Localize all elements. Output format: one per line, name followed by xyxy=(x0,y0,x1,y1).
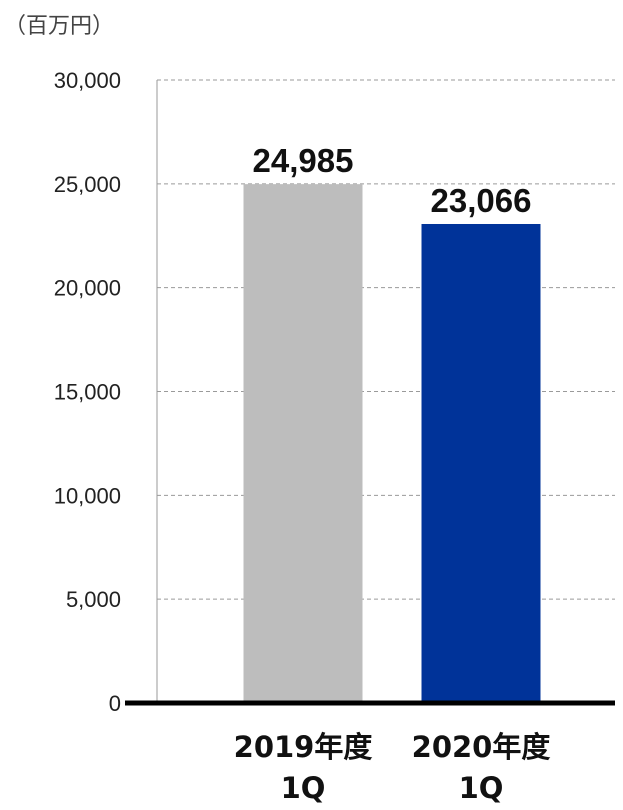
x-tick-label: 1Q xyxy=(281,771,326,805)
value-labels: 24,985 23,066 xyxy=(253,142,532,219)
bars xyxy=(243,184,541,703)
unit-label: （百万円） xyxy=(4,14,115,39)
x-tick-label: 1Q xyxy=(459,771,504,805)
y-tick-label: 30,000 xyxy=(54,68,121,93)
bar xyxy=(243,184,363,703)
x-axis-ticks: 2019年度 1Q 2020年度 1Q xyxy=(234,730,551,805)
y-tick-label: 0 xyxy=(109,691,121,716)
gridlines xyxy=(157,79,615,600)
y-tick-label: 15,000 xyxy=(54,380,121,405)
y-tick-label: 5,000 xyxy=(66,587,121,612)
y-axis-ticks: 0 5,000 10,000 15,000 20,000 25,000 30,000 xyxy=(54,68,121,716)
y-tick-label: 10,000 xyxy=(54,483,121,508)
y-tick-label: 20,000 xyxy=(54,276,121,301)
data-label: 23,066 xyxy=(431,182,532,219)
bar xyxy=(421,223,541,703)
y-tick-label: 25,000 xyxy=(54,172,121,197)
x-tick-label: 2020年度 xyxy=(412,730,551,764)
data-label: 24,985 xyxy=(253,142,354,179)
x-tick-label: 2019年度 xyxy=(234,730,373,764)
